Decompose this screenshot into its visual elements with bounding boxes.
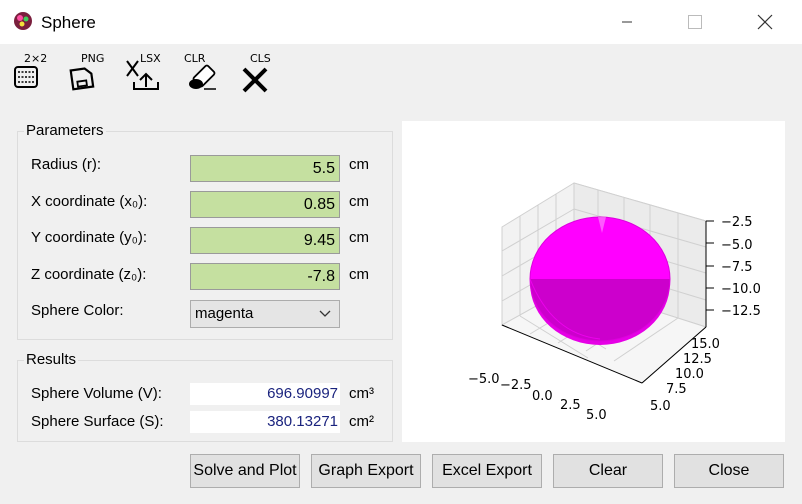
clear-button[interactable]: Clear <box>553 454 663 488</box>
tool-lsx-label: LSX <box>140 52 161 65</box>
z-tick-3: −10.0 <box>721 282 761 297</box>
sphere-3d-plot: −2.5 −5.0 −7.5 −10.0 −12.5 15.0 12.5 10.… <box>468 182 761 423</box>
sphere-color-select[interactable]: magenta <box>190 300 340 328</box>
graph-export-button[interactable]: Graph Export <box>311 454 421 488</box>
z-tick-2: −7.5 <box>721 260 753 275</box>
solve-and-plot-button[interactable]: Solve and Plot <box>190 454 300 488</box>
y-tick-0: 15.0 <box>691 337 720 352</box>
title-bar: Sphere <box>0 0 802 44</box>
minimize-icon <box>622 21 632 23</box>
x-coordinate-label: X coordinate (x₀): <box>31 193 148 210</box>
y-tick-2: 10.0 <box>675 367 704 382</box>
z-coordinate-label: Z coordinate (z₀): <box>31 266 147 283</box>
z-tick-0: −2.5 <box>721 215 753 230</box>
tool-png[interactable]: PNG <box>66 50 110 94</box>
z-coordinate-input[interactable]: -7.8 <box>190 263 340 290</box>
eraser-icon <box>189 64 216 90</box>
y-coordinate-input[interactable]: 9.45 <box>190 227 340 254</box>
app-ball-icon <box>14 12 32 30</box>
tool-cls[interactable]: CLS <box>236 50 280 94</box>
surface-unit: cm² <box>349 413 374 430</box>
chevron-down-icon <box>319 310 331 317</box>
surface-label: Sphere Surface (S): <box>31 413 164 430</box>
x-tick-2: 0.0 <box>532 389 553 404</box>
sphere-plot: −2.5 −5.0 −7.5 −10.0 −12.5 15.0 12.5 10.… <box>402 121 785 442</box>
x-tick-4: 5.0 <box>586 408 607 423</box>
y-tick-3: 7.5 <box>666 382 687 397</box>
minimize-button[interactable] <box>604 0 650 44</box>
maximize-icon <box>688 15 702 29</box>
volume-unit: cm³ <box>349 385 374 402</box>
save-disk-icon <box>69 67 95 91</box>
tool-2x2[interactable]: 2×2 <box>10 50 54 94</box>
x-tick-1: −2.5 <box>500 378 532 393</box>
window-title: Sphere <box>41 13 96 32</box>
radius-label: Radius (r): <box>31 156 102 173</box>
sphere-color-label: Sphere Color: <box>31 302 124 319</box>
y-coordinate-label: Y coordinate (y₀): <box>31 229 148 246</box>
tool-clr[interactable]: CLR <box>180 50 224 94</box>
excel-export-icon <box>126 60 159 90</box>
sphere-color-value: magenta <box>195 305 254 322</box>
y-tick-4: 5.0 <box>650 399 671 414</box>
radius-unit: cm <box>349 156 369 173</box>
x-coordinate-unit: cm <box>349 193 369 210</box>
x-coordinate-input[interactable]: 0.85 <box>190 191 340 218</box>
x-tick-3: 2.5 <box>560 398 581 413</box>
close-button[interactable]: Close <box>674 454 784 488</box>
close-x-icon <box>242 67 268 93</box>
x-tick-0: −5.0 <box>468 372 500 387</box>
radius-input[interactable]: 5.5 <box>190 155 340 182</box>
results-title: Results <box>24 351 79 368</box>
results-group <box>17 360 393 442</box>
close-window-button[interactable] <box>742 0 788 44</box>
excel-export-button[interactable]: Excel Export <box>432 454 542 488</box>
tool-clr-label: CLR <box>184 52 206 65</box>
tool-2x2-label: 2×2 <box>24 52 48 65</box>
volume-label: Sphere Volume (V): <box>31 385 162 402</box>
surface-value: 380.13271 <box>190 411 340 433</box>
toolbar: 2×2 PNG LSX CLR CLS <box>0 44 802 98</box>
close-icon <box>757 14 773 30</box>
volume-value: 696.90997 <box>190 383 340 405</box>
parameters-group <box>17 131 393 340</box>
y-coordinate-unit: cm <box>349 229 369 246</box>
tool-png-label: PNG <box>81 52 105 65</box>
abacus-icon <box>14 66 38 88</box>
parameters-title: Parameters <box>24 122 106 139</box>
tool-lsx[interactable]: LSX <box>122 50 166 94</box>
y-tick-1: 12.5 <box>683 352 712 367</box>
maximize-button[interactable] <box>672 0 718 44</box>
z-coordinate-unit: cm <box>349 266 369 283</box>
z-tick-1: −5.0 <box>721 238 753 253</box>
z-tick-4: −12.5 <box>721 304 761 319</box>
tool-cls-label: CLS <box>250 52 271 65</box>
